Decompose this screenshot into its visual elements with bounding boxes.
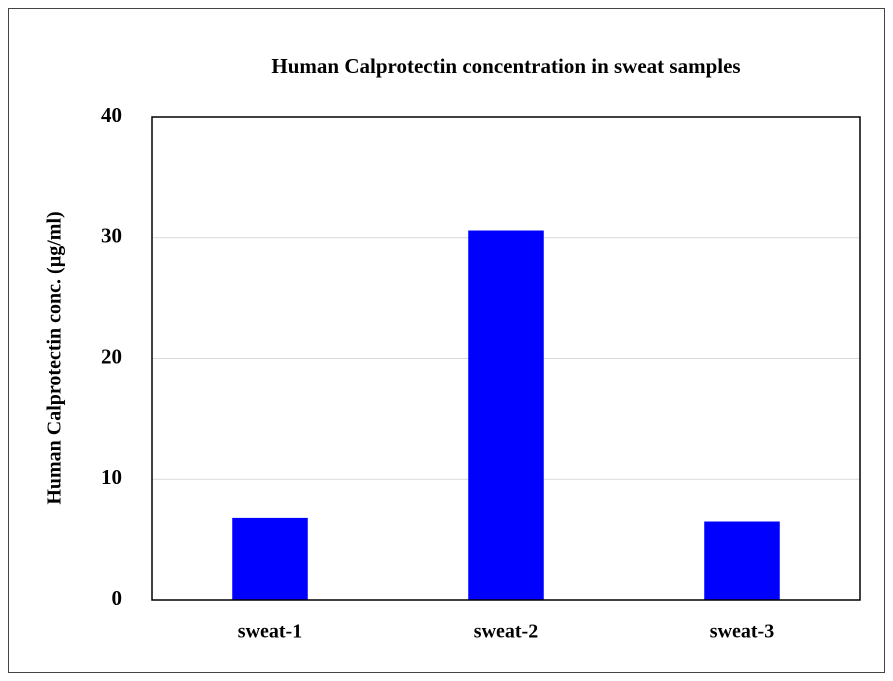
bar bbox=[232, 517, 308, 600]
bar bbox=[704, 521, 780, 600]
x-tick-label: sweat-2 bbox=[474, 621, 538, 643]
plot-frame bbox=[151, 116, 861, 601]
y-tick-label: 40 bbox=[101, 103, 122, 127]
chart-title: Human Calprotectin concentration in swea… bbox=[271, 54, 740, 78]
y-tick-label: 30 bbox=[101, 224, 122, 248]
x-tick-label: sweat-1 bbox=[238, 621, 302, 643]
y-axis-label: Human Calprotectin conc. (µg/ml) bbox=[44, 211, 66, 504]
y-tick-label: 0 bbox=[112, 586, 123, 610]
x-tick-label: sweat-3 bbox=[710, 621, 774, 643]
y-tick-label: 20 bbox=[101, 344, 122, 368]
bar bbox=[468, 230, 544, 600]
y-tick-label: 10 bbox=[101, 465, 122, 489]
